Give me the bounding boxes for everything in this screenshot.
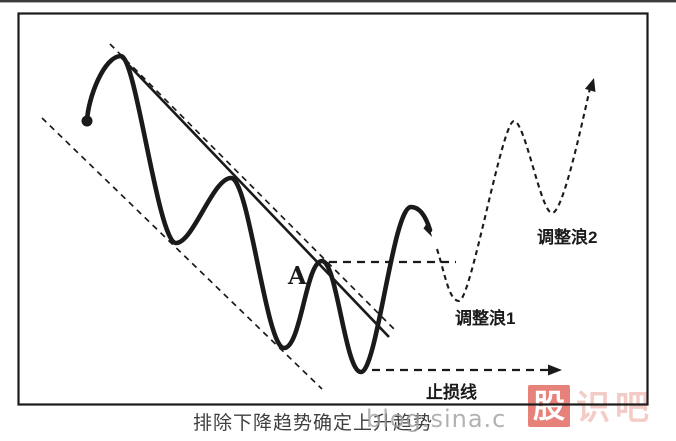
price-start-dot	[81, 115, 93, 127]
top-rule	[0, 0, 676, 3]
stop-loss-label: 止损线	[426, 382, 477, 402]
adjustment-wave-2-label: 调整浪2	[537, 227, 597, 247]
adjustment-wave-1-label: 调整浪1	[455, 308, 515, 328]
point-a-label: A	[287, 261, 307, 290]
brand-watermark-block	[528, 385, 570, 427]
caption-text: 排除下降趋势确定上升趋势	[193, 412, 433, 434]
projection-line	[435, 87, 592, 303]
upper-channel-line	[109, 43, 395, 330]
blog-watermark: blog.sina.c	[366, 405, 506, 433]
price-line	[84, 53, 433, 375]
chart-frame	[17, 12, 649, 406]
downtrend-line	[120, 56, 390, 338]
brand-watermark-block-char: 股	[533, 388, 565, 424]
projection-arrowhead-icon	[584, 78, 596, 93]
stop-loss-arrowhead-icon	[548, 364, 562, 376]
lower-channel-line	[41, 117, 323, 390]
price-arrowhead-icon	[423, 221, 432, 237]
brand-watermark: 股 识吧	[528, 385, 654, 427]
brand-watermark-rest: 识吧	[576, 389, 654, 427]
